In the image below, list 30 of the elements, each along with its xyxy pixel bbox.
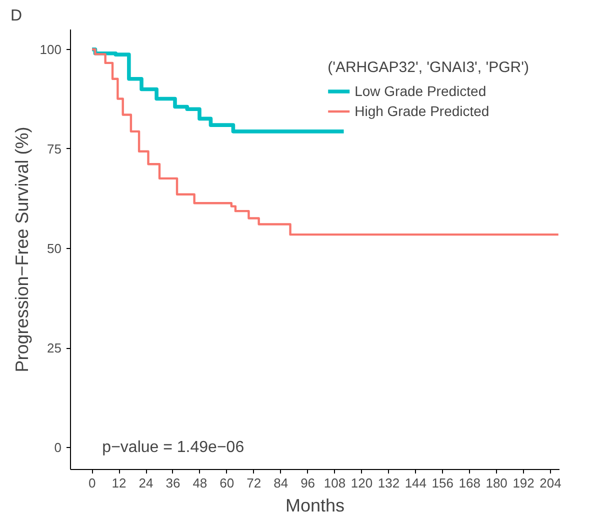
x-tick-label: 204 bbox=[540, 476, 562, 490]
legend-label: Low Grade Predicted bbox=[354, 83, 486, 99]
x-tick-label: 84 bbox=[274, 476, 288, 490]
chart-title: D bbox=[10, 8, 22, 24]
y-tick-label: 25 bbox=[47, 340, 62, 356]
x-tick-label: 180 bbox=[486, 476, 508, 490]
legend-title: ('ARHGAP32', 'GNAI3', 'PGR') bbox=[328, 59, 529, 76]
x-tick-label: 120 bbox=[350, 476, 373, 490]
y-tick-label: 75 bbox=[47, 141, 62, 156]
x-tick-label: 132 bbox=[378, 476, 400, 490]
x-tick-label: 72 bbox=[246, 476, 262, 490]
y-axis-title: Progression−Free Survival (%) bbox=[12, 126, 32, 372]
x-tick-label: 108 bbox=[324, 476, 346, 490]
x-tick-label: 96 bbox=[300, 476, 316, 490]
x-tick-label: 48 bbox=[192, 476, 208, 490]
x-tick-label: 36 bbox=[166, 476, 180, 490]
x-tick-label: 192 bbox=[512, 476, 534, 490]
x-tick-label: 168 bbox=[458, 476, 480, 490]
y-tick-label: 100 bbox=[40, 42, 62, 57]
y-tick-label: 0 bbox=[54, 440, 62, 456]
x-tick-label: 0 bbox=[88, 476, 96, 490]
x-tick-label: 144 bbox=[404, 476, 427, 490]
x-tick-label: 156 bbox=[432, 476, 454, 490]
legend-label: High Grade Predicted bbox=[354, 103, 490, 119]
x-tick-label: 12 bbox=[112, 476, 126, 490]
x-tick-label: 24 bbox=[138, 476, 154, 490]
x-tick-label: 60 bbox=[220, 476, 234, 490]
annotation: p−value = 1.49e−06 bbox=[102, 439, 244, 456]
x-axis-title: Months bbox=[285, 496, 345, 516]
y-tick-label: 50 bbox=[47, 241, 62, 256]
